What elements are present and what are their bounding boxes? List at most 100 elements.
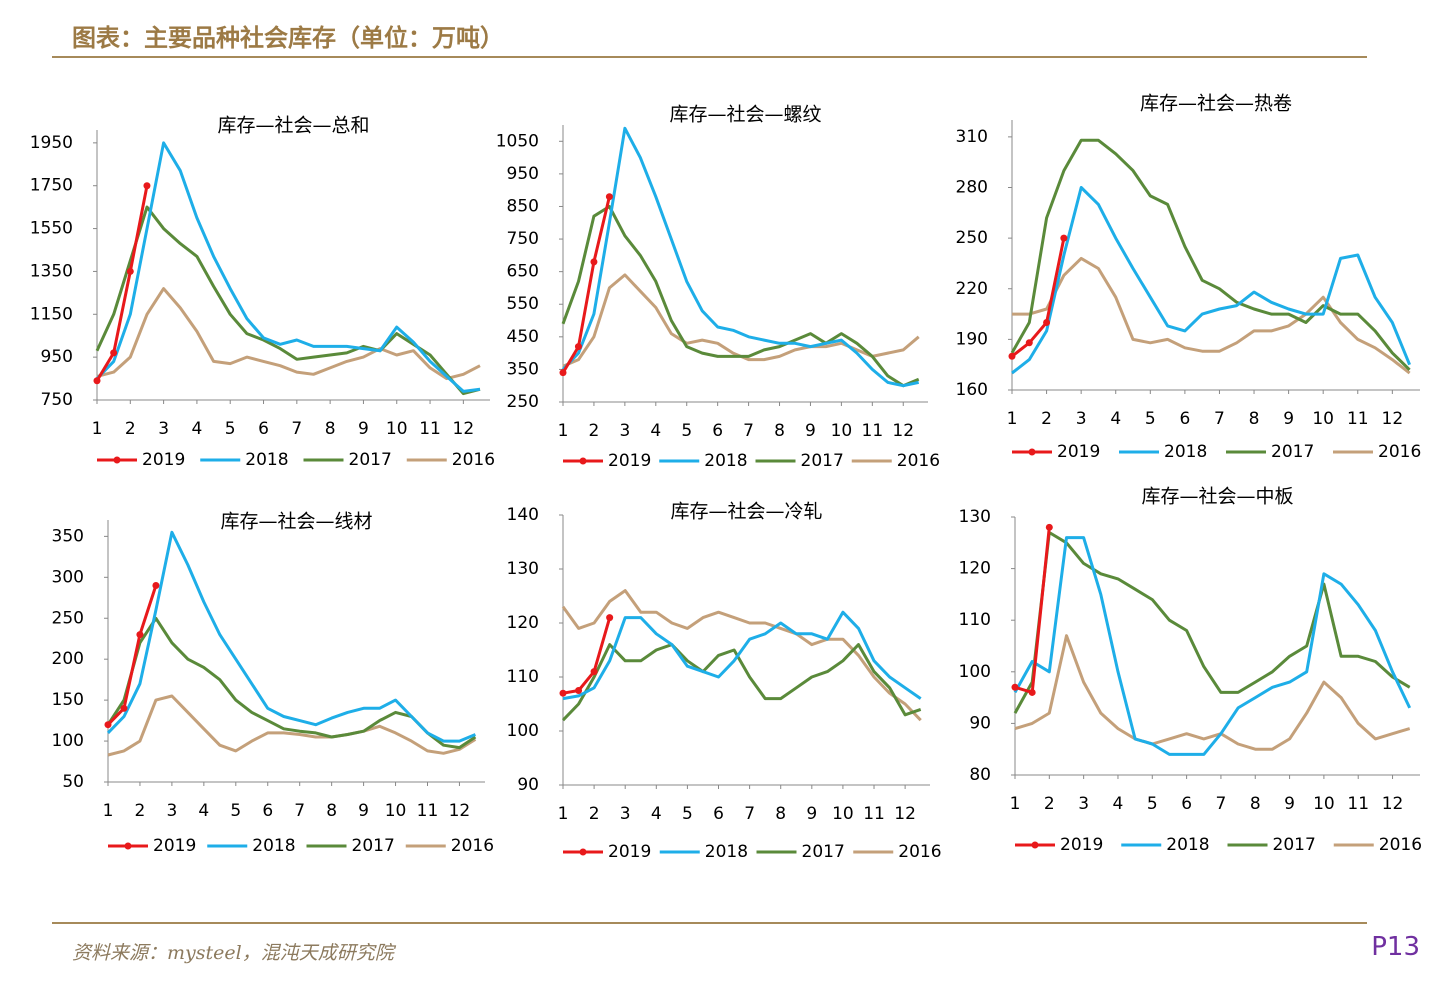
series-marker xyxy=(136,631,144,639)
y-tick-label: 120 xyxy=(507,613,539,633)
x-tick-label: 7 xyxy=(744,804,755,824)
page-number: P13 xyxy=(1371,932,1420,962)
series-marker xyxy=(93,377,101,385)
x-tick-label: 4 xyxy=(1110,409,1121,429)
x-tick-label: 3 xyxy=(1078,794,1089,814)
x-tick-label: 7 xyxy=(1216,794,1227,814)
legend-label: 2018 xyxy=(252,836,295,856)
series-line xyxy=(107,694,477,757)
x-tick-label: 10 xyxy=(1312,409,1334,429)
x-tick-label: 5 xyxy=(230,801,241,821)
series-marker xyxy=(104,721,112,729)
y-tick-label: 950 xyxy=(507,164,539,184)
x-tick-label: 9 xyxy=(358,419,369,439)
y-tick-label: 190 xyxy=(956,329,988,349)
x-tick-label: 3 xyxy=(158,419,169,439)
y-tick-label: 100 xyxy=(507,721,539,741)
source-note: 资料来源：mysteel，混沌天成研究院 xyxy=(72,942,394,964)
y-tick-label: 120 xyxy=(959,559,991,579)
series-marker xyxy=(143,182,151,190)
x-tick-label: 12 xyxy=(453,419,475,439)
x-tick-label: 9 xyxy=(805,421,816,441)
x-tick-label: 6 xyxy=(262,801,273,821)
chart-title: 库存—社会—总和 xyxy=(217,115,369,137)
series-marker xyxy=(574,343,582,351)
legend-label: 2016 xyxy=(452,450,495,470)
x-tick-label: 7 xyxy=(743,421,754,441)
series-marker xyxy=(1028,688,1036,696)
legend-label: 2018 xyxy=(704,451,747,471)
legend-label: 2016 xyxy=(1379,835,1422,855)
y-tick-label: 100 xyxy=(959,662,991,682)
y-tick-label: 250 xyxy=(956,228,988,248)
y-tick-label: 160 xyxy=(956,380,988,400)
y-tick-label: 1750 xyxy=(30,176,73,196)
y-tick-label: 950 xyxy=(41,347,73,367)
chart-title: 库存—社会—热卷 xyxy=(1140,93,1292,115)
series-marker xyxy=(110,349,118,357)
x-tick-label: 11 xyxy=(863,804,885,824)
series-line xyxy=(562,617,612,695)
x-tick-label: 1 xyxy=(92,419,103,439)
x-tick-label: 3 xyxy=(166,801,177,821)
series-marker xyxy=(120,704,128,712)
y-tick-label: 150 xyxy=(52,690,84,710)
series-marker xyxy=(559,689,567,697)
y-tick-label: 110 xyxy=(507,667,539,687)
series-line xyxy=(562,273,920,368)
x-tick-label: 9 xyxy=(806,804,817,824)
y-tick-label: 310 xyxy=(956,127,988,147)
x-tick-label: 3 xyxy=(1076,409,1087,429)
legend-label: 2018 xyxy=(1164,442,1207,462)
x-tick-label: 4 xyxy=(198,801,209,821)
series-marker xyxy=(1008,352,1016,360)
legend-marker xyxy=(579,457,587,465)
series-marker xyxy=(605,193,613,201)
series-line xyxy=(1014,634,1411,751)
series-line xyxy=(106,616,477,750)
series-line xyxy=(95,185,149,382)
series-marker xyxy=(590,668,598,676)
legend-label: 2019 xyxy=(608,451,651,471)
series-line xyxy=(1011,237,1066,358)
x-tick-label: 4 xyxy=(1113,794,1124,814)
y-tick-label: 90 xyxy=(969,713,991,733)
x-tick-label: 1 xyxy=(103,801,114,821)
y-tick-label: 140 xyxy=(507,505,539,525)
series-line xyxy=(1010,138,1411,371)
series-marker xyxy=(1060,234,1068,242)
series-marker xyxy=(126,267,134,275)
legend-marker xyxy=(579,848,587,856)
x-tick-label: 1 xyxy=(558,804,569,824)
series-line xyxy=(561,643,922,722)
x-tick-label: 3 xyxy=(620,804,631,824)
series-line xyxy=(561,126,920,388)
y-tick-label: 130 xyxy=(959,507,991,527)
x-tick-label: 4 xyxy=(650,421,661,441)
y-tick-label: 110 xyxy=(959,610,991,630)
x-tick-label: 1 xyxy=(558,421,569,441)
x-tick-label: 10 xyxy=(831,421,853,441)
y-tick-label: 280 xyxy=(956,178,988,198)
chart-title: 库存—社会—中板 xyxy=(1141,486,1293,508)
y-tick-label: 220 xyxy=(956,279,988,299)
x-tick-label: 6 xyxy=(1181,794,1192,814)
x-tick-label: 12 xyxy=(892,421,914,441)
x-tick-label: 12 xyxy=(449,801,471,821)
series-line xyxy=(96,287,481,381)
x-tick-label: 11 xyxy=(862,421,884,441)
legend-label: 2016 xyxy=(1378,442,1421,462)
series-line xyxy=(106,530,476,743)
series-marker xyxy=(559,369,567,377)
x-tick-label: 11 xyxy=(417,801,439,821)
series-line xyxy=(1013,531,1411,714)
x-tick-label: 10 xyxy=(1313,794,1335,814)
x-tick-label: 8 xyxy=(1250,794,1261,814)
legend-label: 2017 xyxy=(1273,835,1316,855)
x-tick-label: 7 xyxy=(291,419,302,439)
x-tick-label: 1 xyxy=(1007,409,1018,429)
x-tick-label: 11 xyxy=(1347,409,1369,429)
y-tick-label: 1550 xyxy=(30,219,73,239)
series-line xyxy=(106,585,158,726)
